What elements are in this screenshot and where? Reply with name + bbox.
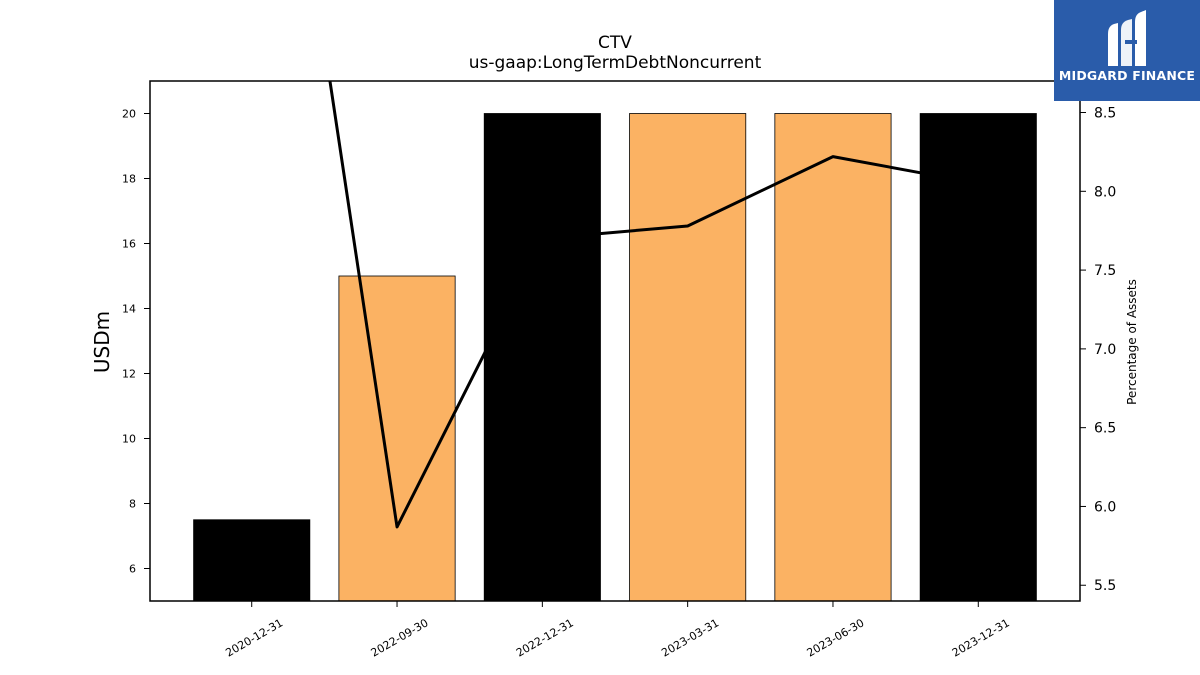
bar [774, 113, 892, 601]
y-tick-label: 10 [122, 433, 136, 446]
bar [483, 113, 601, 601]
brand-logo: MIDGARD FINANCE [1054, 0, 1200, 101]
logo-icon [1108, 10, 1146, 66]
y2-tick-label: 7.5 [1094, 263, 1116, 279]
brand-name: MIDGARD FINANCE [1058, 68, 1196, 83]
y-tick-label: 12 [122, 368, 136, 381]
x-tick-label: 2023-12-31 [950, 616, 1012, 659]
y2-tick-label: 7.0 [1094, 342, 1116, 358]
y-tick-label: 8 [129, 498, 136, 511]
x-tick-label: 2022-09-30 [369, 616, 431, 659]
y-tick-label: 6 [129, 563, 136, 576]
bar [629, 113, 747, 601]
y-tick-label: 16 [122, 238, 136, 251]
x-tick-label: 2023-03-31 [659, 616, 721, 659]
y2-axis-label: Percentage of Assets [1125, 279, 1139, 405]
y2-tick-label: 5.5 [1094, 578, 1116, 594]
x-tick-label: 2023-06-30 [805, 616, 867, 659]
plot-clip-group [193, 81, 1037, 601]
series-line [328, 81, 979, 529]
bar [193, 519, 311, 601]
chart-title: CTV [598, 33, 632, 53]
y-tick-label: 18 [122, 173, 136, 186]
y2-tick-label: 8.5 [1094, 106, 1116, 122]
plot-area: 6 8 10 12 14 16 18 20 5.5 6.0 6.5 7.0 7.5 8.0 8.5 2020-… [122, 80, 1116, 660]
y2-tick-label: 8.0 [1094, 184, 1116, 200]
chart-subtitle: us-gaap:LongTermDebtNoncurrent [469, 53, 762, 73]
y2-tick-label: 6.0 [1094, 499, 1116, 515]
y2-tick-label: 6.5 [1094, 421, 1116, 437]
y-tick-label: 20 [122, 108, 136, 121]
bar [919, 113, 1037, 601]
bar [338, 275, 456, 601]
x-tick-label: 2020-12-31 [223, 616, 285, 659]
x-tick-label: 2022-12-31 [514, 616, 576, 659]
plot-frame [149, 80, 1081, 602]
y-tick-label: 14 [122, 303, 136, 316]
y-axis-label: USDm [90, 311, 114, 373]
